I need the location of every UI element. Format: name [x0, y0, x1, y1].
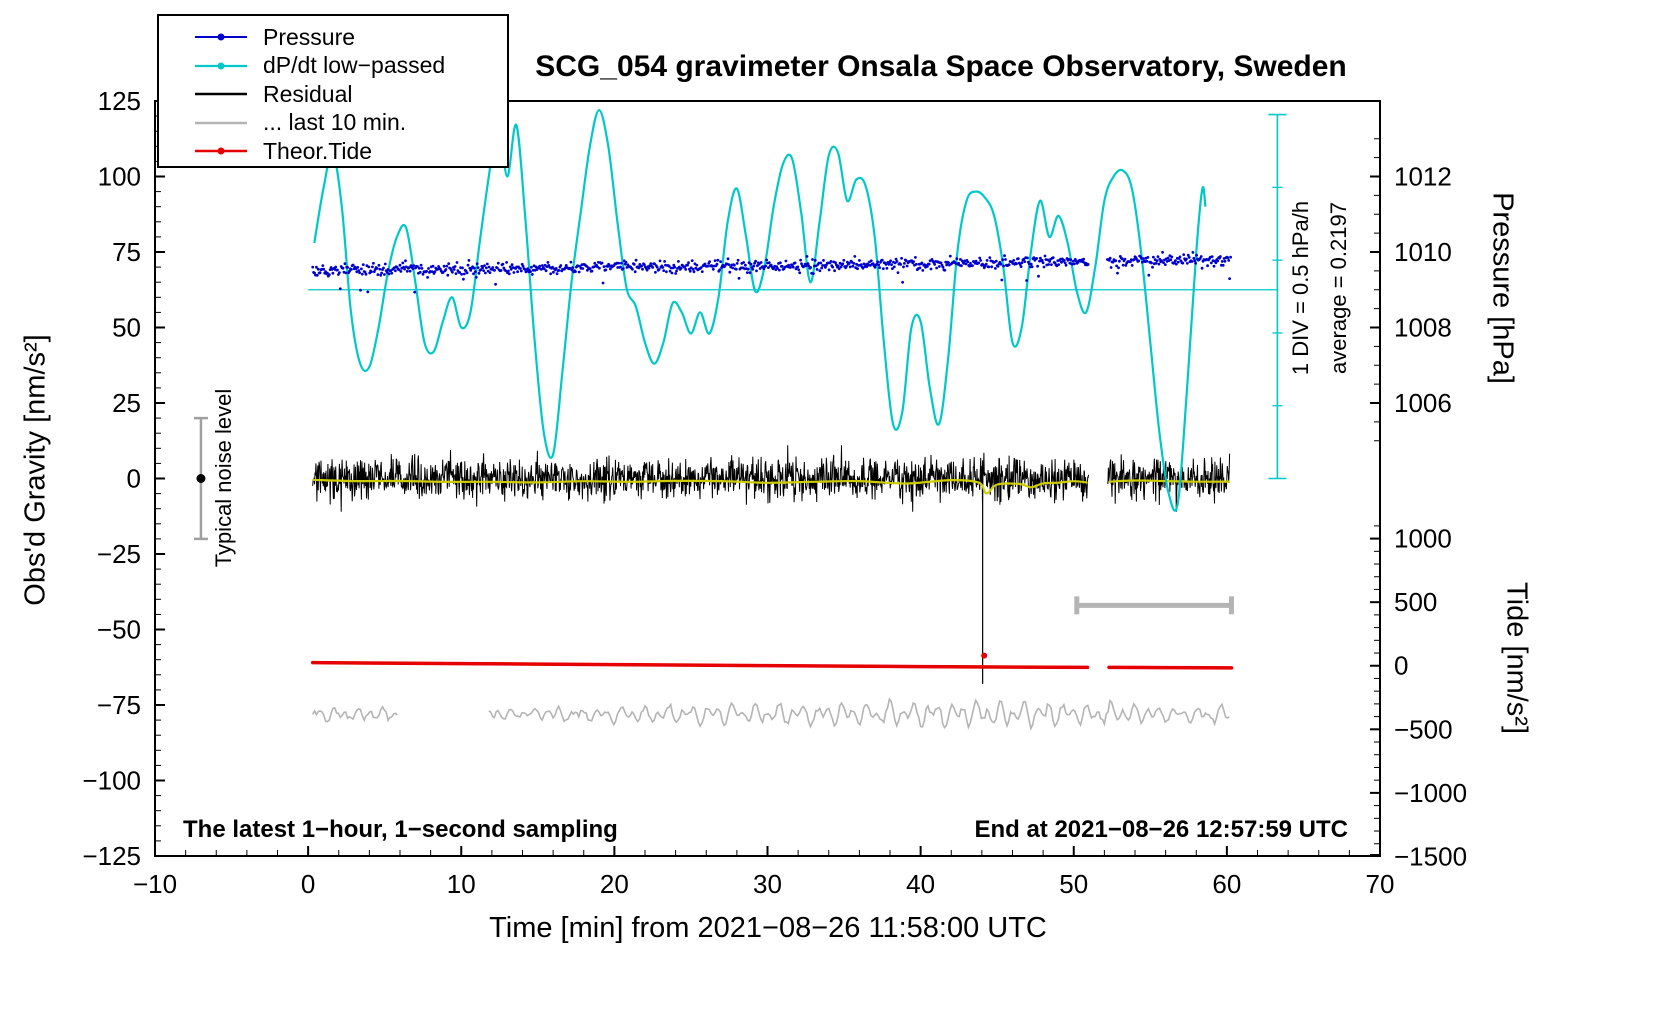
svg-text:70: 70: [1366, 869, 1395, 899]
svg-text:−1000: −1000: [1394, 778, 1467, 808]
legend-label-dpdt: dP/dt low−passed: [263, 52, 446, 79]
svg-text:−10: −10: [133, 869, 177, 899]
div-scale-bar: [1268, 113, 1287, 480]
svg-text:30: 30: [753, 869, 782, 899]
legend-swatch-last10: [195, 121, 247, 125]
noise-level-marker: [193, 416, 208, 541]
svg-text:0: 0: [127, 464, 141, 494]
legend-item-residual: Residual: [193, 80, 507, 109]
average-dpdt-label: average = 0.2197: [1326, 202, 1351, 374]
svg-text:25: 25: [112, 388, 141, 418]
last10-window-bar: [1074, 596, 1234, 615]
legend: Pressure dP/dt low−passed Residual ... l…: [157, 14, 509, 168]
svg-text:−1500: −1500: [1394, 841, 1467, 871]
series-last10: [312, 697, 1230, 732]
svg-text:50: 50: [1059, 869, 1088, 899]
svg-text:0: 0: [1394, 651, 1408, 681]
legend-label-pressure: Pressure: [263, 23, 356, 50]
y-axis-title-tide: Tide [nm/s²]: [1500, 581, 1533, 735]
svg-text:−500: −500: [1394, 714, 1453, 744]
legend-label-theor-tide: Theor.Tide: [263, 137, 373, 164]
legend-swatch-theor-tide: [195, 147, 247, 155]
series-dpdt: [313, 108, 1207, 512]
page-title: SCG_054 gravimeter Onsala Space Observat…: [535, 50, 1347, 83]
series-residual: [312, 445, 1231, 684]
svg-text:10: 10: [447, 869, 476, 899]
svg-text:500: 500: [1394, 587, 1437, 617]
legend-item-dpdt: dP/dt low−passed: [193, 52, 507, 81]
end-time-note: End at 2021−08−26 12:57:59 UTC: [974, 816, 1348, 843]
svg-text:−125: −125: [82, 841, 141, 871]
legend-label-residual: Residual: [263, 80, 353, 107]
legend-item-last10: ... last 10 min.: [193, 109, 507, 138]
series-residual-lowpassed: [312, 478, 1230, 495]
legend-swatch-pressure: [195, 33, 247, 41]
svg-text:1012: 1012: [1394, 162, 1452, 192]
y-axis-title-gravity: Obs'd Gravity [nm/s²]: [19, 334, 52, 606]
svg-text:0: 0: [301, 869, 315, 899]
series-theor-tide: [310, 652, 1234, 670]
svg-text:1008: 1008: [1394, 313, 1452, 343]
svg-text:−75: −75: [97, 690, 141, 720]
typical-noise-level-label: Typical noise level: [211, 388, 236, 568]
svg-text:20: 20: [600, 869, 629, 899]
legend-item-theor-tide: Theor.Tide: [193, 137, 507, 166]
svg-text:75: 75: [112, 237, 141, 267]
x-axis-title: Time [min] from 2021−08−26 11:58:00 UTC: [489, 912, 1047, 944]
svg-text:1006: 1006: [1394, 388, 1452, 418]
svg-text:125: 125: [98, 86, 141, 116]
svg-text:100: 100: [98, 162, 141, 192]
svg-text:−50: −50: [97, 615, 141, 645]
y-axis-title-pressure: Pressure [hPa]: [1486, 192, 1519, 384]
svg-text:1000: 1000: [1394, 524, 1452, 554]
svg-text:50: 50: [112, 313, 141, 343]
div-scale-label: 1 DIV = 0.5 hPa/h: [1288, 200, 1313, 376]
series-pressure: [311, 250, 1232, 294]
sampling-note: The latest 1−hour, 1−second sampling: [183, 816, 618, 843]
legend-swatch-residual: [195, 93, 247, 96]
svg-text:−100: −100: [82, 766, 141, 796]
svg-text:−25: −25: [97, 539, 141, 569]
legend-label-last10: ... last 10 min.: [263, 109, 407, 136]
legend-swatch-dpdt: [195, 62, 247, 70]
legend-item-pressure: Pressure: [193, 23, 507, 52]
svg-text:40: 40: [906, 869, 935, 899]
svg-text:1010: 1010: [1394, 237, 1452, 267]
svg-text:60: 60: [1212, 869, 1241, 899]
